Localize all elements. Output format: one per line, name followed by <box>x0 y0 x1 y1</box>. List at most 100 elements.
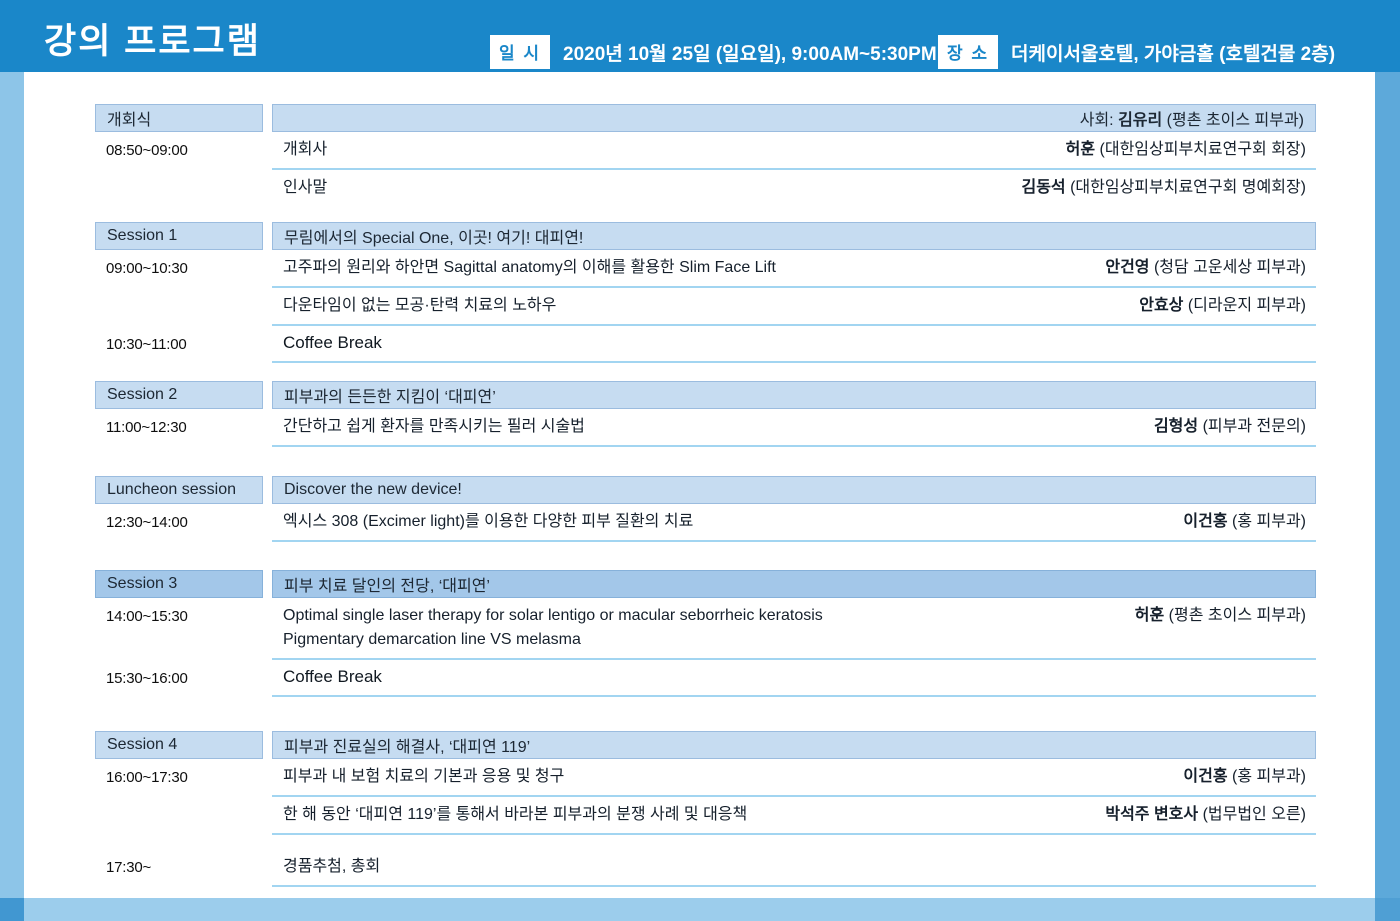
datetime-group: 일 시 2020년 10월 25일 (일요일), 9:00AM~5:30PM <box>490 35 937 69</box>
talk-title: 개회사 <box>283 141 328 158</box>
section-closing: 17:30~ 경품추첨, 총회 <box>95 849 1316 887</box>
section-label: Session 2 <box>95 381 263 409</box>
coffee-break-row: 15:30~16:00 Coffee Break <box>95 660 1316 697</box>
mc-credit: 사회: 김유리 (평촌 초이스 피부과) <box>1079 112 1304 129</box>
location-group: 장 소 더케이서울호텔, 가야금홀 (호텔건물 2층) <box>938 35 1336 69</box>
time-cell: 17:30~ <box>106 859 152 876</box>
datetime-value: 2020년 10월 25일 (일요일), 9:00AM~5:30PM <box>563 43 937 65</box>
section-luncheon: Luncheon session Discover the new device… <box>95 476 1316 542</box>
speaker-affiliation: (청담 고운세상 피부과) <box>1149 259 1306 276</box>
talk-title: 고주파의 원리와 하안면 Sagittal anatomy의 이해를 활용한 S… <box>283 259 777 276</box>
time-cell: 09:00~10:30 <box>106 260 188 277</box>
schedule-row: 17:30~ 경품추첨, 총회 <box>95 849 1316 887</box>
section-label: Luncheon session <box>95 476 263 504</box>
section-band: Discover the new device! <box>272 476 1316 504</box>
schedule-row: 다운타임이 없는 모공·탄력 치료의 노하우 안효상 (디라운지 피부과) <box>95 288 1316 326</box>
talk-title: 경품추첨, 총회 <box>283 858 381 875</box>
schedule-row: 08:50~09:00 개회사 허훈 (대한임상피부치료연구회 회장) <box>95 132 1316 170</box>
schedule-row: 한 해 동안 ‘대피연 119’를 통해서 바라본 피부과의 분쟁 사례 및 대… <box>95 797 1316 835</box>
talk-title: Optimal single laser therapy for solar l… <box>283 607 823 624</box>
time-cell <box>95 170 272 206</box>
section-header: Session 4 피부과 진료실의 해결사, ‘대피연 119’ <box>95 731 1316 759</box>
talk-title: 간단하고 쉽게 환자를 만족시키는 필러 시술법 <box>283 418 585 435</box>
section-session-2: Session 2 피부과의 든든한 지킴이 ‘대피연’ 11:00~12:30… <box>95 381 1316 447</box>
header-bar: 강의 프로그램 일 시 2020년 10월 25일 (일요일), 9:00AM~… <box>0 0 1400 72</box>
program-schedule: 개회식 사회: 김유리 (평촌 초이스 피부과) 08:50~09:00 개회사… <box>95 72 1316 887</box>
bottom-right-corner <box>1375 898 1400 921</box>
talk-title: 다운타임이 없는 모공·탄력 치료의 노하우 <box>283 297 557 314</box>
section-opening-ceremony: 개회식 사회: 김유리 (평촌 초이스 피부과) 08:50~09:00 개회사… <box>95 104 1316 206</box>
schedule-row: 11:00~12:30 간단하고 쉽게 환자를 만족시키는 필러 시술법 김형성… <box>95 409 1316 447</box>
speaker: 허훈 (평촌 초이스 피부과) <box>1135 606 1306 626</box>
section-session-1: Session 1 무림에서의 Special One, 이곳! 여기! 대피연… <box>95 222 1316 363</box>
session-band-title: 피부 치료 달인의 전당, ‘대피연’ <box>284 578 490 595</box>
session-band-title: 피부과의 든든한 지킴이 ‘대피연’ <box>284 389 496 406</box>
page-title: 강의 프로그램 <box>44 22 261 61</box>
time-cell: 08:50~09:00 <box>106 142 188 159</box>
speaker: 이건홍 (홍 피부과) <box>1183 767 1306 787</box>
speaker-name: 허훈 <box>1134 607 1165 624</box>
location-label: 장 소 <box>938 35 999 69</box>
schedule-row: 14:00~15:30 Optimal single laser therapy… <box>95 598 1316 660</box>
section-header: Luncheon session Discover the new device… <box>95 476 1316 504</box>
speaker-affiliation: (홍 피부과) <box>1227 768 1306 785</box>
schedule-row: 12:30~14:00 엑시스 308 (Excimer light)를 이용한… <box>95 504 1316 542</box>
speaker: 김동석 (대한임상피부치료연구회 명예회장) <box>1021 178 1306 198</box>
time-cell: 14:00~15:30 <box>106 608 188 625</box>
time-cell: 15:30~16:00 <box>106 670 188 687</box>
schedule-row: 09:00~10:30 고주파의 원리와 하안면 Sagittal anatom… <box>95 250 1316 288</box>
right-frame-bar <box>1375 72 1400 898</box>
speaker: 안효상 (디라운지 피부과) <box>1139 296 1306 316</box>
section-band: 피부과 진료실의 해결사, ‘대피연 119’ <box>272 731 1316 759</box>
speaker: 허훈 (대한임상피부치료연구회 회장) <box>1066 140 1306 160</box>
section-header: Session 1 무림에서의 Special One, 이곳! 여기! 대피연… <box>95 222 1316 250</box>
speaker-affiliation: (평촌 초이스 피부과) <box>1164 607 1306 624</box>
talk-title: Coffee Break <box>283 333 382 352</box>
speaker-affiliation: (피부과 전문의) <box>1198 418 1306 435</box>
time-cell <box>95 797 272 835</box>
speaker-name: 안효상 <box>1139 297 1184 314</box>
datetime-label: 일 시 <box>490 35 551 69</box>
section-header: 개회식 사회: 김유리 (평촌 초이스 피부과) <box>95 104 1316 132</box>
talk-title-line-2: Pigmentary demarcation line VS melasma <box>283 631 581 648</box>
session-band-title: 피부과 진료실의 해결사, ‘대피연 119’ <box>284 739 531 756</box>
section-session-3: Session 3 피부 치료 달인의 전당, ‘대피연’ 14:00~15:3… <box>95 570 1316 697</box>
speaker-name: 박석주 변호사 <box>1105 806 1199 823</box>
time-cell: 16:00~17:30 <box>106 769 188 786</box>
schedule-row: 16:00~17:30 피부과 내 보험 치료의 기본과 응용 및 청구 이건홍… <box>95 759 1316 797</box>
left-frame-bar <box>0 72 24 898</box>
schedule-row: 인사말 김동석 (대한임상피부치료연구회 명예회장) <box>95 170 1316 206</box>
talk-title: Coffee Break <box>283 667 382 686</box>
talk-title: 한 해 동안 ‘대피연 119’를 통해서 바라본 피부과의 분쟁 사례 및 대… <box>283 806 748 823</box>
speaker-affiliation: (홍 피부과) <box>1227 513 1306 530</box>
speaker: 안건영 (청담 고운세상 피부과) <box>1105 258 1306 278</box>
talk-title: 엑시스 308 (Excimer light)를 이용한 다양한 피부 질환의 … <box>283 513 694 530</box>
session-band-title: Discover the new device! <box>284 481 462 498</box>
section-label: Session 4 <box>95 731 263 759</box>
speaker-affiliation: (대한임상피부치료연구회 명예회장) <box>1065 179 1306 196</box>
mc-affiliation: (평촌 초이스 피부과) <box>1162 112 1304 129</box>
section-label: 개회식 <box>95 104 263 132</box>
speaker-name: 허훈 <box>1065 141 1096 158</box>
bottom-left-corner <box>0 898 24 921</box>
section-label: Session 3 <box>95 570 263 598</box>
speaker: 박석주 변호사 (법무법인 오른) <box>1105 805 1306 825</box>
speaker-name: 김형성 <box>1153 418 1199 435</box>
bottom-frame-strip <box>24 898 1375 921</box>
section-band: 피부과의 든든한 지킴이 ‘대피연’ <box>272 381 1316 409</box>
time-cell <box>95 288 272 326</box>
location-value: 더케이서울호텔, 가야금홀 (호텔건물 2층) <box>1011 43 1336 65</box>
section-session-4: Session 4 피부과 진료실의 해결사, ‘대피연 119’ 16:00~… <box>95 731 1316 835</box>
section-header: Session 3 피부 치료 달인의 전당, ‘대피연’ <box>95 570 1316 598</box>
speaker-name: 김동석 <box>1021 179 1066 196</box>
time-cell: 10:30~11:00 <box>106 336 187 353</box>
talk-title: 피부과 내 보험 치료의 기본과 응용 및 청구 <box>283 768 565 785</box>
section-band: 피부 치료 달인의 전당, ‘대피연’ <box>272 570 1316 598</box>
speaker: 김형성 (피부과 전문의) <box>1154 417 1306 437</box>
talk-title: 인사말 <box>283 179 328 196</box>
speaker-affiliation: (디라운지 피부과) <box>1183 297 1306 314</box>
speaker-affiliation: (법무법인 오른) <box>1198 806 1306 823</box>
speaker-name: 안건영 <box>1105 259 1150 276</box>
speaker-name: 이건홍 <box>1183 768 1228 785</box>
section-band: 무림에서의 Special One, 이곳! 여기! 대피연! <box>272 222 1316 250</box>
